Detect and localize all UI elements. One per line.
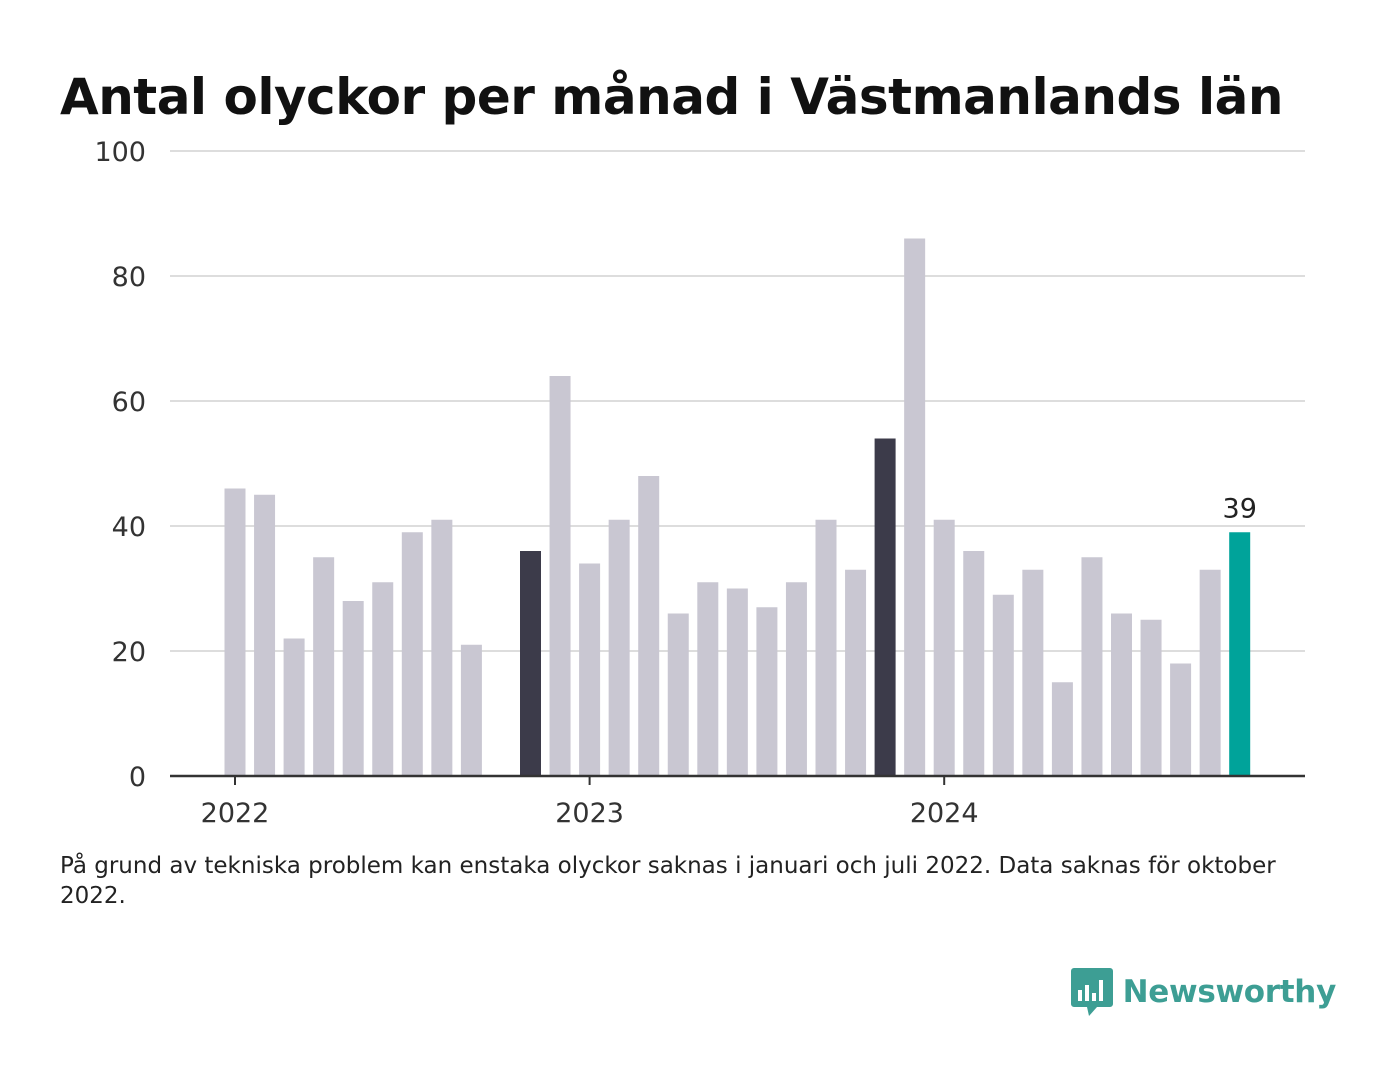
bar-2023-04	[667, 613, 689, 776]
latest-value-label: 39	[1223, 493, 1257, 524]
bar-2023-09	[815, 519, 837, 776]
y-tick-label: 0	[129, 762, 146, 793]
newsworthy-logo[interactable]: Newsworthy	[1070, 968, 1337, 1016]
bar-2024-08	[1140, 619, 1162, 776]
footnote: På grund av tekniska problem kan enstaka…	[60, 853, 1276, 909]
x-tick-label: 2023	[555, 798, 624, 829]
bars	[224, 238, 1251, 776]
bar-2024-02	[963, 551, 985, 776]
bar-2024-03	[992, 594, 1014, 776]
brand-name: Newsworthy	[1122, 974, 1337, 1010]
bar-2022-03	[283, 638, 305, 776]
bar-2023-03	[638, 476, 660, 776]
bar-2022-12	[549, 376, 571, 776]
bar-2023-10	[845, 569, 867, 776]
bar-2024-09	[1170, 663, 1192, 776]
x-axis-ticks: 2022 2023 2024	[201, 776, 979, 829]
bar-chart: 0 20 40 60 80 100 2022 2023 2024 39	[94, 137, 1305, 829]
bar-2023-12	[904, 238, 926, 776]
data-labels: 39	[1223, 493, 1257, 524]
bar-2023-06	[726, 588, 748, 776]
y-axis-labels: 0 20 40 60 80 100	[94, 137, 146, 793]
y-tick-label: 40	[112, 512, 146, 543]
bar-2022-08	[431, 519, 453, 776]
bar-2022-09	[460, 644, 482, 776]
bar-2023-07	[756, 607, 778, 776]
bar-2024-06	[1081, 557, 1103, 776]
bar-2024-04	[1022, 569, 1044, 776]
bar-2023-11	[874, 438, 896, 776]
y-tick-label: 80	[112, 262, 146, 293]
x-tick-label: 2024	[910, 798, 979, 829]
bar-2022-11	[520, 551, 541, 776]
bar-2022-07	[401, 532, 423, 776]
bar-2024-10	[1199, 569, 1221, 776]
x-tick-label: 2022	[201, 798, 270, 829]
bar-2023-05	[697, 582, 719, 776]
bar-2024-07	[1111, 613, 1132, 776]
bar-2022-04	[313, 557, 335, 776]
gridlines	[170, 150, 1305, 652]
bar-2022-02	[254, 494, 276, 776]
bar-2022-01	[224, 488, 246, 776]
bar-2024-11	[1229, 532, 1251, 776]
y-tick-label: 100	[94, 137, 146, 168]
bar-2022-06	[372, 582, 394, 776]
bar-2024-01	[933, 519, 955, 776]
bar-2023-02	[608, 519, 630, 776]
y-tick-label: 60	[112, 387, 146, 418]
bar-2023-01	[579, 563, 601, 776]
bar-2022-05	[342, 601, 364, 776]
newsworthy-logo-icon	[1070, 968, 1113, 1016]
chart-title: Antal olyckor per månad i Västmanlands l…	[60, 68, 1283, 126]
bar-2024-05	[1051, 682, 1073, 776]
y-tick-label: 20	[112, 637, 146, 668]
bar-2023-08	[785, 582, 807, 776]
